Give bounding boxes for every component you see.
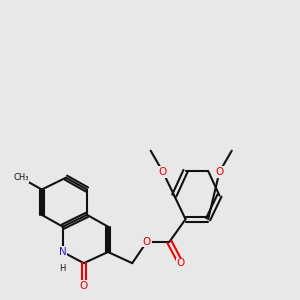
Text: O: O — [80, 281, 88, 291]
Text: O: O — [142, 237, 151, 247]
Text: O: O — [215, 167, 223, 177]
Text: H: H — [60, 264, 66, 273]
Text: CH₃: CH₃ — [13, 173, 28, 182]
Text: O: O — [159, 167, 167, 177]
Text: N: N — [59, 247, 67, 257]
Text: O: O — [177, 258, 185, 268]
